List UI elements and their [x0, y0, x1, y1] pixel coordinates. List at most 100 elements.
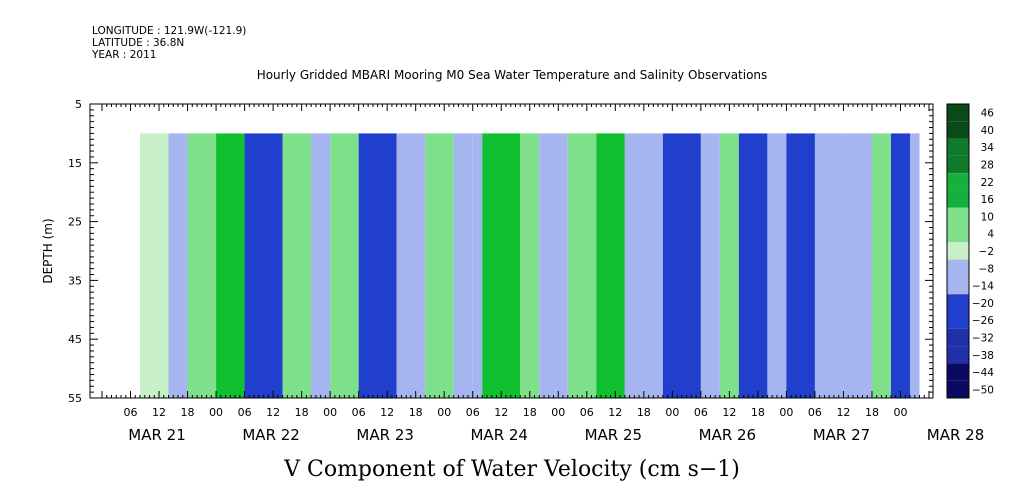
- x-axis: 06 12 18 00 06 12 18 00 06 12 18 00 06 12 18 00 06 12 18 00…: [101, 104, 984, 444]
- colorbar-label: −8: [979, 263, 994, 275]
- heatmap-cell: [311, 133, 331, 398]
- x-day-label: MAR 27: [813, 426, 870, 444]
- heatmap-cell: [871, 133, 891, 398]
- colorbar-swatch: [947, 380, 969, 398]
- y-tick-label: 55: [68, 392, 82, 405]
- x-hour-label: 12: [380, 406, 394, 419]
- colorbar-label: −14: [972, 281, 994, 293]
- x-hour-label: 12: [836, 406, 850, 419]
- colorbar-swatch: [947, 121, 969, 139]
- x-hour-label: 06: [124, 406, 138, 419]
- heatmap-cell: [719, 133, 739, 398]
- x-hour-label: 00: [437, 406, 451, 419]
- x-hour-label: 06: [694, 406, 708, 419]
- x-axis-label: V Component of Water Velocity (cm s−1): [283, 457, 740, 482]
- x-hour-label: 06: [238, 406, 252, 419]
- x-hour-label: 18: [409, 406, 423, 419]
- colorbar-label: 16: [981, 194, 995, 206]
- y-tick-label: 45: [68, 333, 82, 346]
- heatmap-cell: [890, 133, 910, 398]
- x-day-label: MAR 24: [470, 426, 527, 444]
- colorbar-swatch: [947, 276, 969, 295]
- year-label: YEAR : 2011: [92, 49, 157, 61]
- heatmap-cell: [539, 133, 568, 398]
- colorbar-label: 10: [981, 211, 994, 223]
- heatmap-cell: [140, 133, 169, 398]
- x-hour-label: 18: [181, 406, 195, 419]
- x-hour-label: 00: [893, 406, 907, 419]
- heatmap-cell: [168, 133, 188, 398]
- x-hour-label: 06: [466, 406, 480, 419]
- x-hour-label: 00: [551, 406, 565, 419]
- x-hour-label: 18: [865, 406, 879, 419]
- heatmap-cell: [596, 133, 625, 398]
- heatmap-cell: [472, 133, 483, 398]
- colorbar-label: −50: [972, 384, 994, 396]
- heatmap-cell: [216, 133, 245, 398]
- colorbar-label: 4: [987, 229, 994, 241]
- x-hour-label: 00: [209, 406, 223, 419]
- colorbar-swatch: [947, 242, 969, 260]
- x-hour-label: 06: [580, 406, 594, 419]
- colorbar-label: 40: [981, 125, 994, 137]
- x-hour-label: 18: [637, 406, 651, 419]
- heatmap-cell: [520, 133, 540, 398]
- colorbar-swatch: [947, 207, 969, 226]
- longitude-label: LONGITUDE : 121.9W(-121.9): [92, 25, 247, 37]
- heatmap-cell: [425, 133, 454, 398]
- colorbar-swatch: [947, 225, 969, 243]
- colorbar-swatch: [947, 363, 969, 381]
- x-day-label: MAR 28: [927, 426, 984, 444]
- heatmap-cell: [786, 133, 815, 398]
- x-hour-label: 00: [323, 406, 337, 419]
- colorbar-label: 22: [981, 177, 994, 189]
- heatmap-cell: [482, 133, 521, 398]
- heatmap-cell: [567, 133, 597, 398]
- x-hour-label: 12: [494, 406, 508, 419]
- colorbar-label: −26: [972, 315, 994, 327]
- colorbar-label: 46: [981, 108, 995, 120]
- colorbar-label: −20: [972, 298, 994, 310]
- x-hour-label: 12: [152, 406, 166, 419]
- heatmap-cell: [738, 133, 768, 398]
- heatmap-cell: [814, 133, 844, 398]
- latitude-label: LATITUDE : 36.8N: [92, 37, 185, 49]
- x-hour-label: 18: [523, 406, 537, 419]
- y-axis: 5 15 25 35 45 55: [68, 98, 933, 405]
- x-hour-label: 18: [751, 406, 765, 419]
- colorbar: 46 40 34 28 22 16 10 4 −2 −8 −14 −20 −26 −32 −38 −44 −50: [946, 103, 995, 399]
- x-hour-label: 18: [295, 406, 309, 419]
- heatmap-cell: [700, 133, 720, 398]
- chart-title: Hourly Gridded MBARI Mooring M0 Sea Wate…: [257, 68, 768, 82]
- x-hour-label: 06: [352, 406, 366, 419]
- colorbar-label: 28: [981, 160, 994, 172]
- x-day-label: MAR 21: [128, 426, 185, 444]
- y-tick-label: 15: [68, 157, 82, 170]
- colorbar-swatch: [947, 294, 969, 312]
- colorbar-swatch: [947, 173, 969, 191]
- x-hour-label: 12: [722, 406, 736, 419]
- colorbar-swatch: [947, 155, 969, 174]
- heatmap-cell: [767, 133, 787, 398]
- x-hour-label: 00: [779, 406, 793, 419]
- heatmap-cell: [843, 133, 872, 398]
- x-hour-label: 06: [808, 406, 822, 419]
- heatmap-cell: [662, 133, 701, 398]
- heatmap-cell: [244, 133, 283, 398]
- x-day-label: MAR 23: [356, 426, 413, 444]
- x-day-label: MAR 26: [699, 426, 756, 444]
- heatmap-cell: [396, 133, 426, 398]
- x-day-label: MAR 25: [585, 426, 642, 444]
- colorbar-swatch: [947, 328, 969, 347]
- colorbar-swatch: [947, 259, 969, 277]
- x-hour-label: 12: [266, 406, 280, 419]
- y-tick-label: 35: [68, 274, 82, 287]
- heatmap-cell: [909, 133, 920, 398]
- colorbar-swatch: [947, 346, 969, 364]
- heatmap-cell: [358, 133, 397, 398]
- x-day-label: MAR 22: [242, 426, 299, 444]
- colorbar-swatch: [947, 311, 969, 329]
- colorbar-swatch: [947, 138, 969, 156]
- colorbar-frame: [946, 103, 970, 399]
